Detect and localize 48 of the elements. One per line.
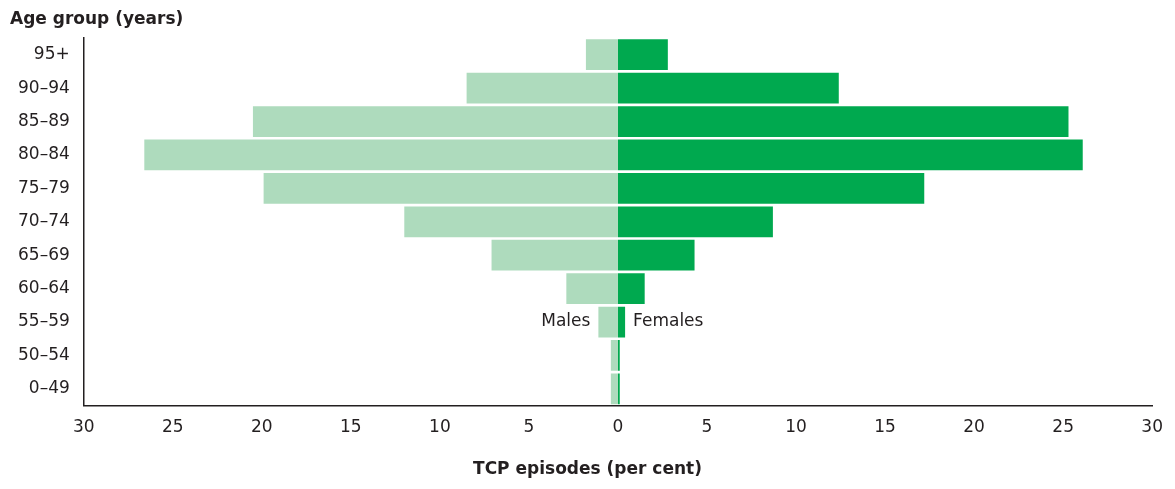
bar (617, 106, 1069, 137)
bar (617, 306, 626, 338)
x-tick-label: 15 (340, 416, 362, 437)
y-axis-title: Age group (years) (10, 8, 184, 28)
y-tick-label: 85–89 (18, 109, 70, 130)
bar (617, 239, 695, 271)
y-tick-label: 65–69 (18, 243, 70, 264)
x-tick-label: 15 (874, 416, 896, 437)
x-tick-label: 25 (161, 416, 184, 437)
bar (252, 106, 618, 137)
bar (466, 72, 618, 104)
bar (610, 373, 618, 405)
bar (617, 273, 645, 305)
series-label: Females (633, 310, 704, 331)
x-tick-label: 25 (1052, 416, 1074, 437)
series-label: Males (541, 310, 591, 331)
y-tick-label: 60–64 (18, 277, 70, 298)
x-tick-label: 30 (1141, 416, 1163, 437)
bar (598, 306, 618, 338)
bar (585, 39, 618, 71)
y-tick-label: 55–59 (18, 310, 70, 331)
x-tick-label: 30 (72, 416, 95, 437)
x-tick-label: 20 (251, 416, 273, 437)
bar (404, 206, 618, 238)
y-tick-label: 50–54 (18, 343, 70, 364)
y-tick-label: 90–94 (18, 76, 70, 97)
x-tick-label: 5 (701, 416, 713, 437)
y-tick-label: 80–84 (18, 143, 70, 164)
bar (491, 239, 618, 271)
y-tick-label: 75–79 (18, 176, 70, 197)
x-tick-label: 10 (785, 416, 807, 437)
y-tick-label: 95+ (33, 43, 70, 64)
bar (263, 173, 618, 204)
x-tick-label: 20 (963, 416, 985, 437)
y-tick-label: 70–74 (18, 210, 70, 231)
x-axis-title: TCP episodes (per cent) (472, 458, 703, 478)
y-tick-label: 0–49 (28, 377, 70, 398)
x-tick-label: 0 (612, 416, 624, 437)
x-tick-label: 5 (523, 416, 535, 437)
bar (610, 340, 618, 371)
x-tick-label: 10 (429, 416, 451, 437)
bar (144, 139, 618, 171)
bar (617, 173, 925, 204)
bar (566, 273, 618, 305)
bar (617, 39, 668, 71)
bar (617, 206, 773, 238)
bar (617, 139, 1083, 171)
bar (617, 72, 839, 104)
